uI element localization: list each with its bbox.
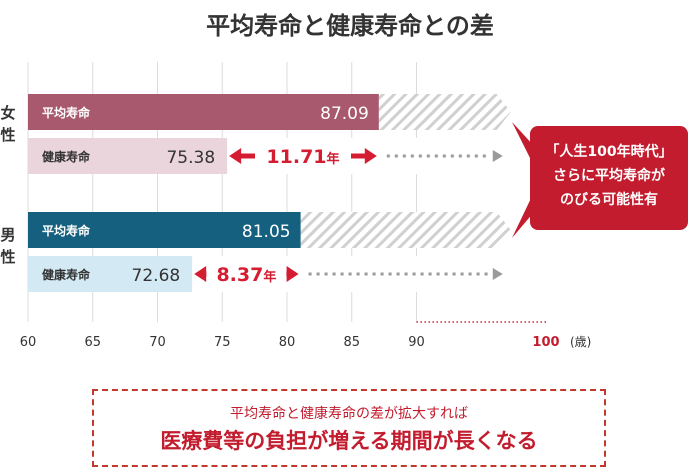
- gap-label-bg-1: [206, 260, 287, 288]
- group-label-1-0: 男: [0, 226, 15, 244]
- bar-avg-0: [28, 94, 379, 130]
- x-axis-unit: (歳): [570, 335, 591, 349]
- x-tick-label-85: 85: [343, 335, 360, 350]
- callout-pointer-top: [512, 122, 534, 166]
- gap-arrow-right-0: [364, 148, 377, 164]
- bar-healthy-1: [28, 256, 193, 292]
- bar-healthy-name-1: 健康寿命: [42, 267, 91, 282]
- group-label-0-1: 性: [0, 126, 15, 144]
- bar-avg-value-1: 81.05: [242, 222, 291, 242]
- x-tick-label-70: 70: [149, 335, 166, 350]
- callout-line-1: さらに平均寿命が: [553, 167, 666, 184]
- gap-label-0: 11.71年: [266, 146, 339, 168]
- bar-healthy-value-0: 75.38: [166, 148, 215, 168]
- bar-avg-name-0: 平均寿命: [42, 105, 91, 120]
- x-tick-label-100: 100: [532, 335, 559, 350]
- x-tick-label-75: 75: [214, 335, 231, 350]
- x-tick-label-65: 65: [84, 335, 101, 350]
- group-label-0-0: 女: [0, 104, 15, 122]
- bar-avg-1: [28, 212, 301, 248]
- note-box: 平均寿命と健康寿命の差が拡大すれば 医療費等の負担が増える期間が長くなる: [92, 389, 606, 467]
- avg-extension-1: [300, 212, 511, 248]
- trend-arrow-0: [492, 150, 503, 162]
- avg-extension-0: [378, 94, 511, 130]
- bar-avg-value-0: 87.09: [320, 104, 369, 124]
- bar-healthy-name-0: 健康寿命: [42, 149, 91, 164]
- note-line-2: 医療費等の負担が増える期間が長くなる: [160, 429, 538, 453]
- group-label-1-1: 性: [0, 248, 15, 266]
- gap-arrow-left-0: [229, 148, 242, 164]
- gap-arrow-right-1: [286, 266, 299, 282]
- note-line-1: 平均寿命と健康寿命の差が拡大すれば: [230, 406, 468, 422]
- trend-arrow-1: [492, 268, 503, 280]
- x-tick-label-80: 80: [279, 335, 296, 350]
- gap-label-bg-0: [254, 142, 351, 170]
- x-tick-label-60: 60: [20, 335, 37, 350]
- gap-label-1: 8.37年: [216, 264, 276, 286]
- callout-line-0: 「人生100年時代」: [545, 143, 672, 160]
- bar-healthy-value-1: 72.68: [132, 266, 181, 286]
- gap-arrow-left-1: [194, 266, 207, 282]
- x-tick-label-90: 90: [408, 335, 425, 350]
- bar-avg-name-1: 平均寿命: [42, 223, 91, 238]
- callout-line-2: のびる可能性有: [560, 191, 658, 208]
- callout-bubble: [530, 126, 688, 230]
- bar-healthy-0: [28, 138, 228, 174]
- chart-title: 平均寿命と健康寿命との差: [206, 12, 494, 40]
- callout-pointer-bottom: [512, 192, 534, 238]
